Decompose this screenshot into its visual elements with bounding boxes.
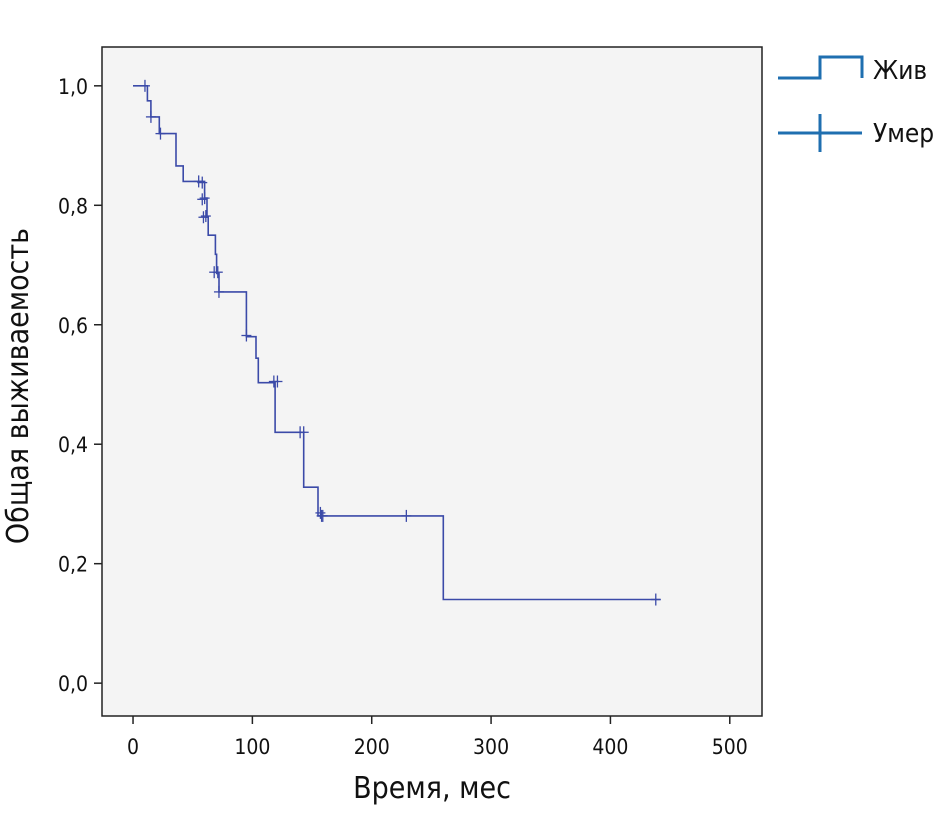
censor-mark <box>199 192 210 205</box>
x-tick-label: 400 <box>592 735 628 759</box>
y-tick-label: 0,6 <box>58 314 88 338</box>
censor-mark <box>315 506 326 519</box>
censor-mark <box>197 176 208 189</box>
censor-mark <box>298 426 309 439</box>
y-tick-label: 0,2 <box>58 553 88 577</box>
censor-mark <box>155 127 166 140</box>
x-tick-label: 300 <box>473 735 509 759</box>
censor-mark <box>145 110 156 123</box>
censor-mark <box>200 210 211 223</box>
x-tick-label: 200 <box>354 735 390 759</box>
y-tick-label: 0,4 <box>58 433 88 457</box>
censor-mark <box>401 509 412 522</box>
legend-label-dead: Умер <box>873 119 934 149</box>
x-tick-label: 500 <box>712 735 748 759</box>
x-tick-label: 100 <box>234 735 270 759</box>
plot-area <box>101 46 763 717</box>
y-axis-ticks: 0,0 0,2 0,4 0,6 0,8 1,0 <box>58 75 102 696</box>
x-axis-title: Время, мес <box>353 771 511 806</box>
x-axis-ticks: 0 100 200 300 400 500 <box>127 716 748 759</box>
legend-label-alive: Жив <box>873 56 927 86</box>
y-tick-label: 0,8 <box>58 194 88 218</box>
censor-mark <box>317 509 328 522</box>
y-axis-title: Общая выживаемость <box>1 228 36 544</box>
censor-mark <box>650 593 661 606</box>
legend-line-alive <box>778 55 864 80</box>
censor-mark <box>198 211 209 224</box>
censor-mark <box>197 193 208 206</box>
censor-mark <box>212 266 223 279</box>
x-tick-label: 0 <box>127 735 139 759</box>
y-tick-label: 0,0 <box>58 672 88 696</box>
censor-mark <box>241 329 252 342</box>
y-tick-label: 1,0 <box>58 75 88 99</box>
censor-mark <box>139 79 150 92</box>
legend: Жив Умер <box>778 55 934 152</box>
censor-mark <box>272 375 283 388</box>
censor-marks-layer <box>139 79 661 606</box>
censor-mark <box>213 285 224 298</box>
